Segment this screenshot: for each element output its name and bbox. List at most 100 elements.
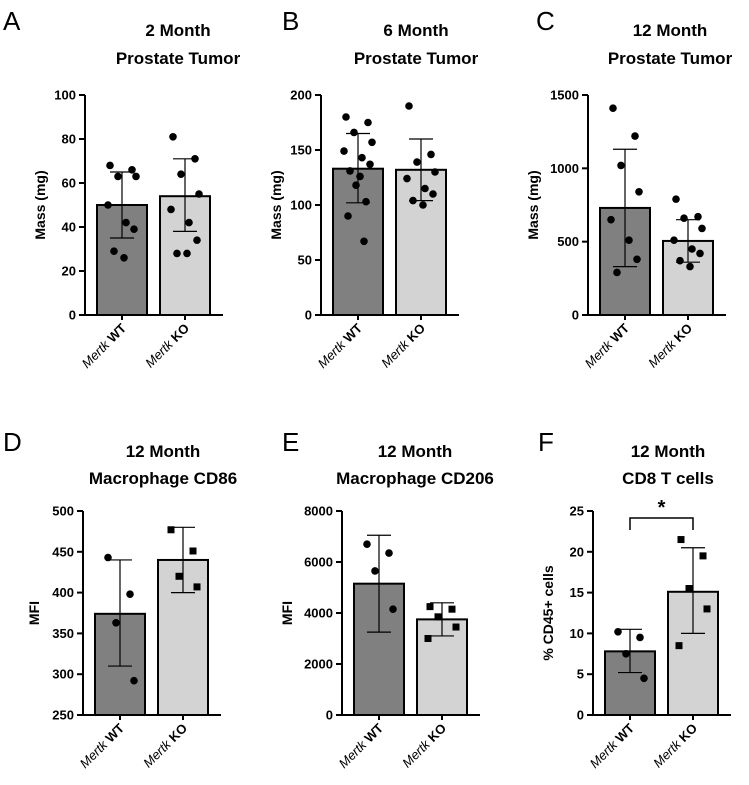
- y-axis-label: Mass (mg): [525, 170, 541, 239]
- data-point-ko: [169, 133, 177, 141]
- data-point-wt: [130, 225, 138, 233]
- panel-a: A 2 Month Prostate Tumor 0 20 40 60 80 100 Mass (…: [3, 6, 241, 371]
- x-tick-label-ko: Mertk KO: [399, 721, 449, 771]
- y-axis-label: Mass (mg): [268, 170, 284, 239]
- data-point-ko: [699, 552, 707, 560]
- data-point-ko: [167, 205, 175, 214]
- data-point-ko: [193, 236, 201, 244]
- data-point-wt: [617, 161, 625, 170]
- y-tick-label: 0: [305, 308, 312, 323]
- x-tick-label-ko: Mertk KO: [650, 721, 700, 771]
- data-point-ko: [680, 214, 688, 222]
- data-point-ko: [167, 526, 175, 534]
- data-point-ko: [696, 249, 704, 258]
- data-point-wt: [631, 132, 639, 140]
- panel-label: B: [282, 6, 299, 36]
- data-point-wt: [636, 633, 644, 642]
- data-point-wt: [112, 618, 120, 627]
- panel-label: C: [536, 6, 555, 36]
- y-tick-label: 60: [62, 176, 76, 191]
- data-point-wt: [609, 104, 617, 112]
- panel-label: E: [282, 427, 299, 457]
- data-point-wt: [130, 676, 138, 685]
- data-point-wt: [126, 590, 134, 599]
- y-tick-label: 2000: [304, 657, 333, 672]
- data-point-ko: [183, 249, 191, 258]
- y-axis-label: % CD45+ cells: [540, 565, 556, 661]
- chart-title-line2: Prostate Tumor: [608, 49, 733, 68]
- data-point-wt: [346, 167, 354, 175]
- panel-f: F 12 Month CD8 T cells 0 5 10 15 20 25 % CD45+ ce…: [538, 427, 731, 771]
- x-tick-label-wt: Mertk WT: [79, 320, 129, 370]
- y-tick-label: 40: [62, 220, 76, 235]
- x-tick-label-ko: Mertk KO: [140, 721, 190, 771]
- data-point-ko: [670, 236, 678, 244]
- data-point-ko: [426, 603, 434, 611]
- chart-title-line1: 2 Month: [145, 21, 210, 40]
- x-tick-label-wt: Mertk WT: [582, 320, 632, 370]
- y-tick-label: 20: [62, 264, 76, 279]
- y-tick-label: 50: [298, 253, 312, 268]
- x-tick-label-wt: Mertk WT: [77, 720, 127, 770]
- y-tick-label: 0: [69, 308, 76, 323]
- chart-title-line1: 12 Month: [378, 442, 453, 461]
- data-point-ko: [189, 547, 197, 555]
- data-point-wt: [356, 172, 364, 181]
- x-tick-label-ko: Mertk KO: [378, 321, 428, 371]
- data-point-ko: [429, 190, 437, 198]
- x-tick-label-wt: Mertk WT: [315, 320, 365, 370]
- data-point-wt: [352, 181, 360, 189]
- chart-title-line2: Macrophage CD86: [89, 469, 237, 488]
- data-point-ko: [703, 605, 711, 613]
- data-point-ko: [424, 635, 432, 642]
- data-point-ko: [427, 150, 435, 159]
- data-point-ko: [185, 218, 193, 227]
- data-point-wt: [607, 215, 615, 224]
- y-tick-label: 500: [52, 504, 74, 519]
- x-tick-label-wt: Mertk WT: [336, 720, 386, 770]
- data-point-wt: [350, 128, 358, 137]
- chart-title-line1: 12 Month: [126, 442, 201, 461]
- panel-label: F: [538, 427, 554, 457]
- data-point-ko: [421, 184, 429, 193]
- chart-title-line1: 12 Month: [631, 442, 706, 461]
- y-tick-label: 250: [52, 708, 74, 723]
- panel-label: D: [3, 427, 22, 457]
- data-point-wt: [362, 197, 370, 206]
- data-point-ko: [173, 249, 181, 258]
- data-point-wt: [122, 218, 130, 227]
- significance-marker: *: [658, 497, 666, 519]
- y-tick-label: 5: [577, 667, 584, 682]
- data-point-wt: [385, 549, 393, 557]
- data-point-ko: [405, 102, 413, 110]
- data-point-ko: [698, 224, 706, 233]
- chart-title-line2: Prostate Tumor: [116, 49, 241, 68]
- data-point-wt: [368, 138, 376, 147]
- data-point-wt: [360, 237, 368, 246]
- data-point-ko: [688, 245, 696, 253]
- y-tick-label: 350: [52, 626, 74, 641]
- chart-title-line1: 6 Month: [383, 21, 448, 40]
- x-tick-label-ko: Mertk KO: [645, 321, 695, 371]
- y-tick-label: 450: [52, 544, 74, 559]
- x-tick-label-ko: Mertk KO: [142, 321, 192, 371]
- y-tick-label: 1500: [550, 88, 579, 103]
- data-point-wt: [132, 172, 140, 181]
- panel-d: D 12 Month Macrophage CD86 250 300 350 400 450 5…: [3, 427, 237, 771]
- data-point-wt: [363, 540, 371, 548]
- data-point-ko: [419, 201, 427, 209]
- data-point-ko: [677, 536, 685, 544]
- data-point-ko: [177, 170, 185, 178]
- data-point-wt: [622, 650, 630, 658]
- data-point-ko: [676, 256, 684, 265]
- chart-title-line2: CD8 T cells: [622, 469, 714, 488]
- data-point-ko: [672, 195, 680, 203]
- data-point-ko: [413, 158, 421, 166]
- x-tick-label-wt: Mertk WT: [587, 720, 637, 770]
- data-point-ko: [195, 190, 203, 198]
- chart-title-line2: Prostate Tumor: [354, 49, 479, 68]
- panel-e: E 12 Month Macrophage CD206 0 2000 4000 6000 80…: [279, 427, 494, 771]
- y-tick-label: 150: [290, 143, 312, 158]
- data-point-wt: [625, 236, 633, 244]
